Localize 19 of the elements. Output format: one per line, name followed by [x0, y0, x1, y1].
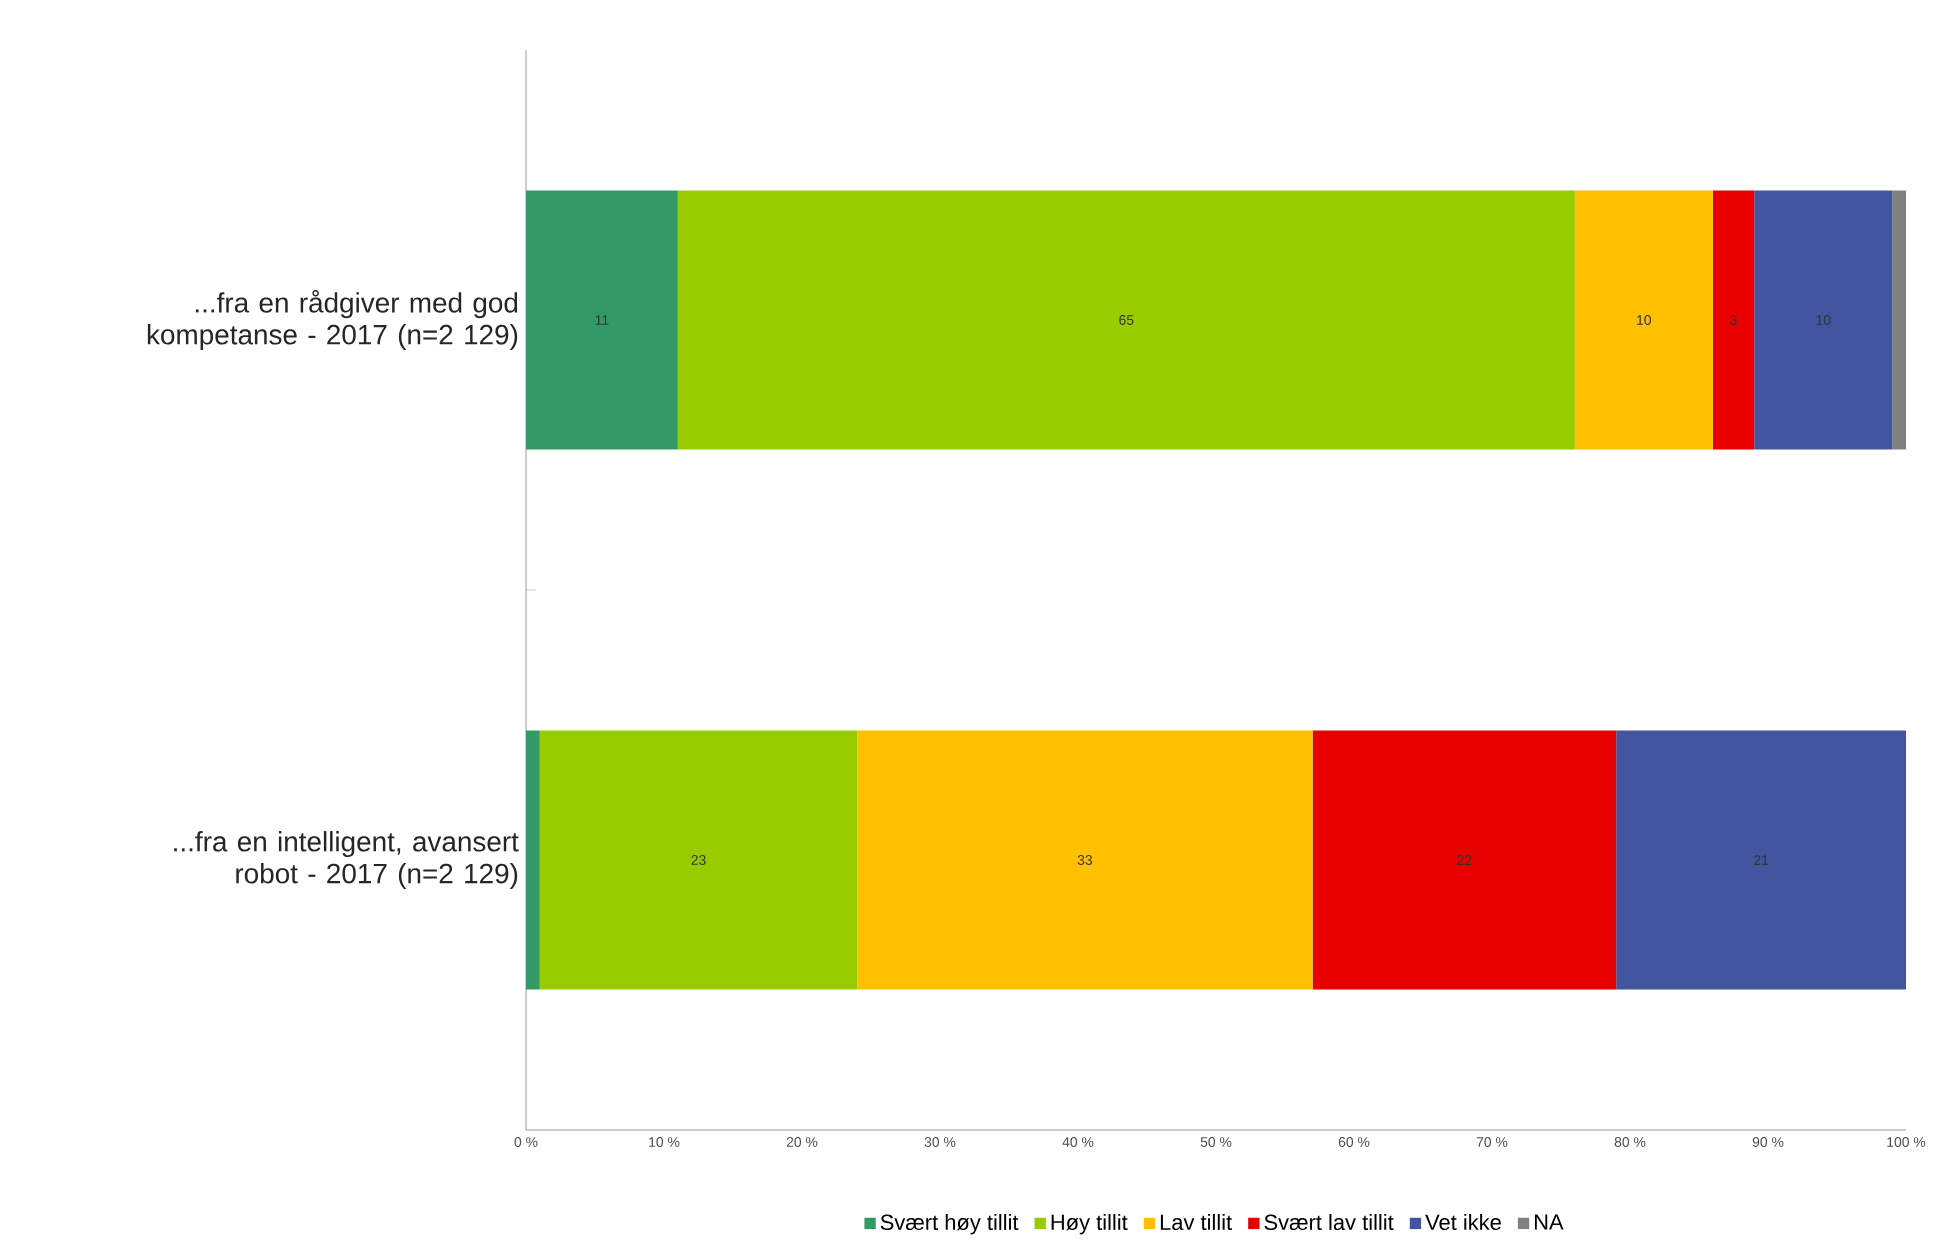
- y-tick-label: ...fra en rådgiver med god kompetanse - 2017 (n=2 129): [147, 289, 518, 351]
- bar: [677, 190, 1575, 450]
- legend-label: Vet ikke: [1425, 1214, 1501, 1231]
- bar: [539, 730, 858, 990]
- bar: [857, 730, 1313, 990]
- legend-label: Svært høy tillit: [880, 1214, 1019, 1235]
- bar: [1574, 190, 1713, 450]
- bar: [1754, 190, 1893, 450]
- legend-label: Høy tillit: [1051, 1214, 1128, 1235]
- bar: [1616, 730, 1907, 990]
- legend-label: NA: [1534, 1214, 1564, 1230]
- y-tick-label: ...fra en intelligent, avansert robot - 2017 (n=2 129): [174, 831, 519, 889]
- bar: [1712, 190, 1755, 450]
- legend-label: Lav tillit: [1160, 1214, 1232, 1231]
- bar: [1892, 190, 1907, 450]
- legend-label: Svært lav tillit: [1264, 1214, 1394, 1231]
- bar: [526, 190, 678, 450]
- bar: [526, 730, 540, 990]
- bar: [1312, 730, 1617, 990]
